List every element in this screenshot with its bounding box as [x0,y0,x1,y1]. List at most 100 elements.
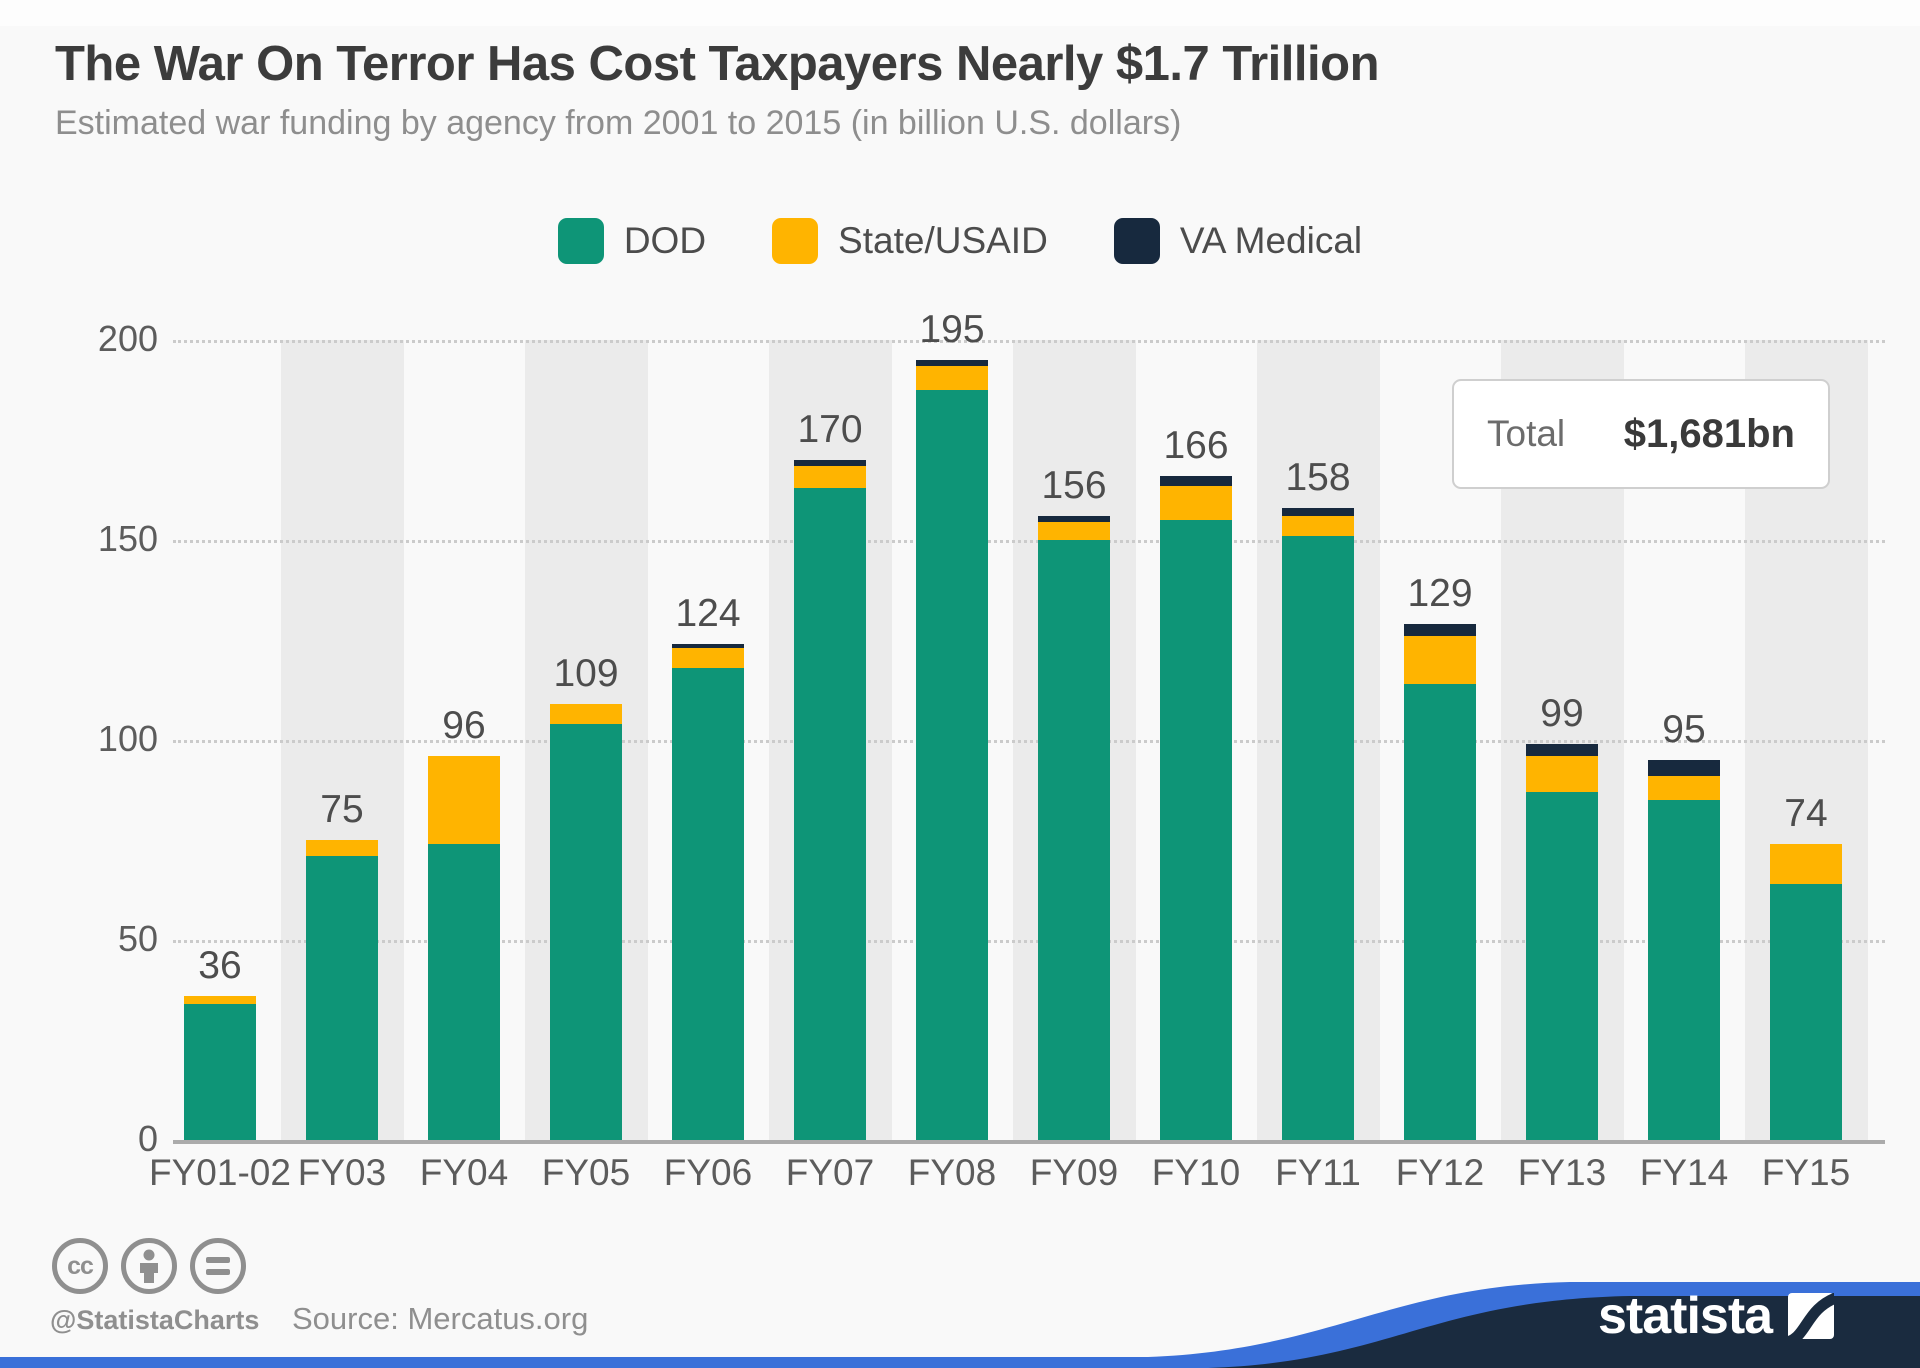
statista-wordmark: statista [1598,1287,1773,1345]
bar-fy07-va-medical [794,460,866,466]
top-strip [0,0,1920,26]
bar-fy05 [550,704,622,1140]
bar-fy10-va-medical [1160,476,1232,486]
bar-fy08-dod [916,390,988,1140]
bar-fy03-state-usaid [306,840,378,856]
bar-fy01-02-dod [184,1004,256,1140]
wave-navy-shape [1208,1296,1920,1368]
legend-label-0: DOD [623,220,707,261]
legend-label-2: VA Medical [1179,220,1363,261]
bar-fy10-dod [1160,520,1232,1140]
bar-value-fy08: 195 [919,308,985,351]
x-label-fy13: FY13 [1517,1152,1607,1193]
x-label-fy03: FY03 [297,1152,387,1193]
bar-fy04 [428,756,500,1140]
chart-subtitle: Estimated war funding by agency from 200… [55,104,1182,142]
bar-fy12 [1404,624,1476,1140]
bar-fy03 [306,840,378,1140]
bar-value-fy14: 95 [1662,708,1706,751]
bar-fy06 [672,644,744,1140]
legend-item-state-usaid: State/USAID [772,218,1048,264]
bar-fy13 [1526,744,1598,1140]
bar-value-fy05: 109 [553,652,619,695]
bar-fy13-dod [1526,792,1598,1140]
x-label-fy06: FY06 [663,1152,753,1193]
bar-value-fy01-02: 36 [198,944,242,987]
bar-fy08-state-usaid [916,366,988,390]
bar-value-fy07: 170 [797,408,863,451]
cc-license-icons: cc [52,1238,246,1294]
y-tick-100: 100 [97,718,158,759]
bar-fy08 [916,360,988,1140]
gridline-100 [173,740,1885,743]
bar-fy04-state-usaid [428,756,500,844]
y-tick-0: 0 [137,1118,158,1159]
attribution-icon [121,1238,177,1294]
total-label: Total [1487,413,1566,454]
bar-value-fy12: 129 [1407,572,1473,615]
bar-fy15-state-usaid [1770,844,1842,884]
bar-fy09-state-usaid [1038,522,1110,540]
bar-fy06-state-usaid [672,648,744,668]
x-label-fy01-02: FY01-02 [149,1152,291,1193]
legend-item-va-medical: VA Medical [1113,218,1363,264]
bar-fy05-dod [550,724,622,1140]
bar-fy07-state-usaid [794,466,866,488]
bar-fy14-va-medical [1648,760,1720,776]
y-tick-50: 50 [117,918,158,959]
bar-fy14 [1648,760,1720,1140]
bar-fy12-va-medical [1404,624,1476,636]
bar-value-fy10: 166 [1163,424,1229,467]
y-tick-150: 150 [97,518,158,559]
x-axis-line [173,1140,1885,1144]
x-label-fy12: FY12 [1395,1152,1485,1193]
legend-item-dod: DOD [557,218,707,264]
bar-fy11-va-medical [1282,508,1354,516]
cc-icon: cc [52,1238,108,1294]
bar-fy01-02 [184,996,256,1140]
x-label-fy04: FY04 [419,1152,509,1193]
bar-fy06-va-medical [672,644,744,648]
bar-value-fy15: 74 [1784,792,1828,835]
bar-fy12-state-usaid [1404,636,1476,684]
gridline-150 [173,540,1885,543]
chart-title: The War On Terror Has Cost Taxpayers Nea… [55,37,1380,91]
gridline-50 [173,940,1885,943]
x-label-fy11: FY11 [1275,1152,1361,1193]
bar-fy08-va-medical [916,360,988,366]
x-label-fy09: FY09 [1029,1152,1119,1193]
bar-value-fy13: 99 [1540,692,1584,735]
bar-fy10-state-usaid [1160,486,1232,520]
legend-swatch-2 [1113,218,1160,264]
y-tick-200: 200 [97,318,158,359]
cc-icon-text: cc [67,1251,94,1280]
bar-fy01-02-state-usaid [184,996,256,1004]
x-label-fy15: FY15 [1761,1152,1851,1193]
bar-fy07 [794,460,866,1140]
bar-fy13-va-medical [1526,744,1598,756]
bar-fy04-dod [428,844,500,1140]
bar-fy06-dod [672,668,744,1140]
x-label-fy14: FY14 [1639,1152,1729,1193]
gridline-200 [173,340,1885,343]
bar-fy09-dod [1038,540,1110,1140]
bar-fy09-va-medical [1038,516,1110,522]
bar-fy09 [1038,516,1110,1140]
legend-swatch-1 [772,218,819,264]
statista-logo-icon [1788,1293,1835,1339]
legend-label-1: State/USAID [838,220,1048,261]
bar-fy14-state-usaid [1648,776,1720,800]
person-glyph [140,1249,158,1283]
bar-fy15 [1770,844,1842,1140]
total-box: Total $1,681bn [1452,379,1830,489]
bar-fy14-dod [1648,800,1720,1140]
bar-value-fy11: 158 [1285,456,1351,499]
x-label-fy08: FY08 [907,1152,997,1193]
bar-fy12-dod [1404,684,1476,1140]
legend: DOD State/USAID VA Medical [0,218,1920,264]
bar-fy11-state-usaid [1282,516,1354,536]
bar-fy11-dod [1282,536,1354,1140]
no-derivatives-icon [190,1238,246,1294]
